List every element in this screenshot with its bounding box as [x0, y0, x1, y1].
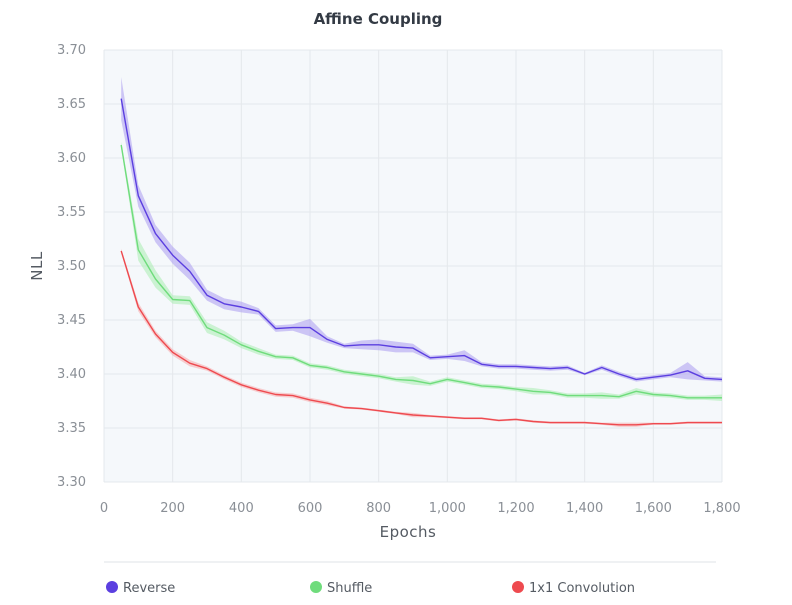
legend-label: Shuffle: [327, 581, 372, 596]
x-tick-label: 1,000: [429, 501, 466, 516]
x-tick-label: 1,200: [497, 501, 534, 516]
y-tick-label: 3.55: [57, 205, 86, 220]
y-tick-label: 3.45: [57, 313, 86, 328]
chart-title: Affine Coupling: [314, 10, 443, 28]
y-axis-label: NLL: [28, 251, 46, 281]
x-tick-label: 600: [298, 501, 323, 516]
y-tick-label: 3.65: [57, 97, 86, 112]
x-axis-label: Epochs: [380, 523, 437, 541]
x-tick-label: 1,600: [635, 501, 672, 516]
x-tick-label: 1,800: [703, 501, 740, 516]
line-reverse: [120, 98, 723, 381]
y-tick-label: 3.40: [57, 367, 86, 382]
line-1x1-convolution: [120, 250, 722, 426]
grid: [103, 49, 723, 483]
legend-swatch: [310, 581, 322, 593]
y-tick-label: 3.70: [57, 43, 86, 58]
x-tick-label: 400: [229, 501, 254, 516]
x-tick-label: 0: [100, 501, 108, 516]
line-shuffle: [120, 144, 722, 399]
legend-swatch: [512, 581, 524, 593]
y-axis: 3.30 3.35 3.40 3.45 3.50 3.55 3.60 3.65 3.70: [57, 43, 86, 490]
legend-label: Reverse: [123, 581, 175, 596]
legend-label: 1x1 Convolution: [529, 581, 635, 596]
legend-item-shuffle[interactable]: Shuffle: [310, 581, 372, 596]
y-tick-label: 3.50: [57, 259, 86, 274]
series-lines: [120, 98, 723, 426]
legend-item-reverse[interactable]: Reverse: [106, 581, 175, 596]
legend: Reverse Shuffle 1x1 Convolution: [106, 581, 635, 596]
x-tick-label: 200: [160, 501, 185, 516]
y-tick-label: 3.60: [57, 151, 86, 166]
legend-item-1x1-convolution[interactable]: 1x1 Convolution: [512, 581, 635, 596]
x-tick-label: 800: [366, 501, 391, 516]
x-axis: 0 200 400 600 800 1,000 1,200 1,400 1,600 1,800: [100, 501, 741, 516]
x-tick-label: 1,400: [566, 501, 603, 516]
legend-swatch: [106, 581, 118, 593]
y-tick-label: 3.30: [57, 475, 86, 490]
y-tick-label: 3.35: [57, 421, 86, 436]
